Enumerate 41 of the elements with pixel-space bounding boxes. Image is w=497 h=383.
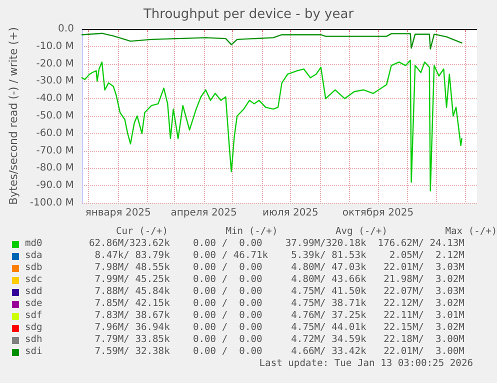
legend-label: sdi [25,346,44,358]
y-tick-label: -40.0 M [36,93,74,104]
y-tick-label: -100.0 M [30,198,74,208]
chart-title: Throughput per device - by year [142,7,354,22]
y-tick-label: -60.0 M [36,128,74,139]
text: Cur (-/+) Min (-/+) Avg (-/+) Max (-/+) [115,226,497,238]
y-tick-label: -20.0 M [36,58,74,70]
y-tick-label: -80.0 M [36,162,74,174]
legend-label: sdg [25,322,44,334]
line-series [81,60,462,192]
line-series [81,32,462,50]
y-axis-title: Bytes/second read (-) / write (+) [7,27,20,205]
x-tick-label: июля 2025 [262,208,318,218]
y-tick-label: -10.0 M [36,40,74,52]
text: 7.85M/ 42.15k 0.00 / 0.00 4.75M/ 38.71k 22.12M/ 3.02M [94,298,464,310]
legend-label: sdd [25,286,44,298]
x-tick-label: января 2025 [85,208,151,218]
text: Last update: Tue Jan 13 03:00:25 2026 [258,358,474,370]
legend-label: sdb [25,262,44,274]
text: 7.59M/ 32.38k 0.00 / 0.00 4.66M/ 33.42k 22.01M/ 3.00M [94,346,464,358]
y-tick-label: 0.0 [58,24,74,34]
text: 62.86M/323.62k 0.00 / 0.00 37.99M/320.18k 176.62M/ 24.13M [89,238,464,250]
text: 7.83M/ 38.67k 0.00 / 0.00 4.76M/ 37.25k 22.11M/ 3.01M [94,310,464,322]
legend-label: sdf [25,310,44,322]
text: 7.99M/ 45.25k 0.00 / 0.00 4.80M/ 43.66k 21.98M/ 3.02M [94,274,464,286]
y-tick-label: -90.0 M [36,180,74,192]
text: 7.98M/ 48.55k 0.00 / 0.00 4.80M/ 47.03k 22.01M/ 3.03M [94,262,464,274]
legend-label: sde [25,298,44,310]
x-tick-label: апреля 2025 [170,208,237,218]
y-tick-label: -30.0 M [36,76,74,87]
text: 7.96M/ 36.94k 0.00 / 0.00 4.75M/ 44.01k 22.15M/ 3.02M [94,322,464,334]
y-tick-label: -50.0 M [36,110,74,122]
legend-label: md0 [25,238,44,250]
legend-label: sdc [25,274,44,286]
y-tick-label: -70.0 M [36,145,74,156]
text: 8.47k/ 83.79k 0.00 / 46.71k 5.39k/ 81.53k 2.05M/ 2.12M [94,250,464,262]
x-tick-label: октября 2025 [342,208,414,218]
legend-label: sda [25,250,44,262]
legend-label: sdh [25,334,44,346]
text: 7.88M/ 45.84k 0.00 / 0.00 4.75M/ 41.50k 22.07M/ 3.03M [94,286,464,298]
text: 7.79M/ 33.85k 0.00 / 0.00 4.72M/ 34.59k 22.18M/ 3.00M [94,334,464,346]
